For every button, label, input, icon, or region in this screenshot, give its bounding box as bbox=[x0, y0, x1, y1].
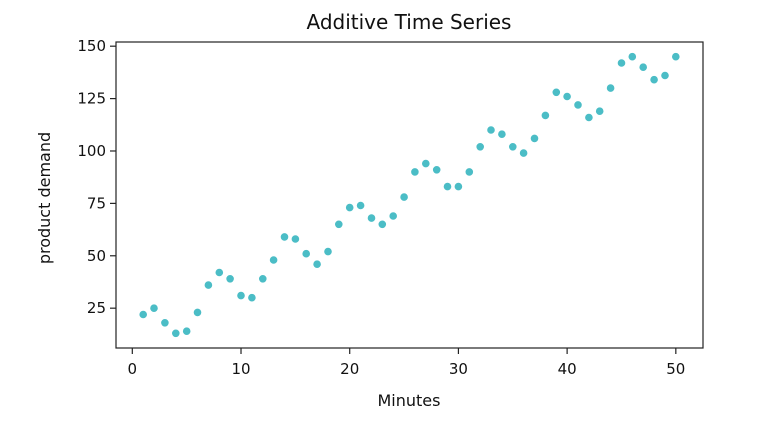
data-point bbox=[214, 267, 224, 278]
data-point bbox=[138, 309, 148, 320]
data-point bbox=[551, 87, 561, 97]
data-point bbox=[584, 112, 594, 123]
y-tick-label: 100 bbox=[77, 142, 106, 160]
x-tick-label: 30 bbox=[449, 360, 468, 378]
data-point bbox=[355, 200, 366, 211]
x-tick-label: 20 bbox=[340, 360, 359, 378]
data-point bbox=[421, 159, 431, 169]
data-point bbox=[529, 133, 540, 143]
data-point bbox=[616, 58, 627, 68]
data-point bbox=[432, 165, 442, 175]
data-point bbox=[497, 129, 507, 139]
data-point bbox=[182, 326, 192, 336]
data-point bbox=[334, 219, 344, 229]
data-point bbox=[518, 148, 529, 158]
data-point bbox=[453, 182, 463, 192]
data-point bbox=[540, 110, 551, 121]
data-point bbox=[236, 290, 246, 301]
data-point bbox=[649, 75, 659, 85]
x-tick-label: 0 bbox=[128, 360, 138, 378]
data-points bbox=[138, 52, 681, 338]
data-point bbox=[605, 83, 616, 93]
data-point bbox=[486, 125, 496, 135]
data-point bbox=[388, 211, 398, 221]
data-point bbox=[247, 293, 257, 303]
data-point bbox=[192, 307, 203, 317]
data-point bbox=[442, 182, 453, 192]
y-axis: 25 50 75 100 125 150 bbox=[77, 37, 116, 317]
data-point bbox=[203, 280, 213, 290]
data-point bbox=[366, 213, 377, 223]
data-point bbox=[399, 192, 409, 202]
data-point bbox=[258, 274, 268, 284]
data-point bbox=[345, 203, 355, 213]
y-axis-label: product demand bbox=[35, 132, 54, 264]
data-point bbox=[660, 70, 670, 81]
x-axis: 0 10 20 30 40 50 bbox=[128, 348, 685, 378]
data-point bbox=[279, 232, 290, 242]
y-tick-label: 150 bbox=[77, 37, 106, 55]
x-tick-label: 10 bbox=[231, 360, 250, 378]
x-axis-label: Minutes bbox=[378, 391, 441, 410]
data-point bbox=[268, 255, 279, 265]
data-point bbox=[410, 167, 420, 177]
data-point bbox=[562, 91, 572, 102]
data-point bbox=[638, 62, 648, 72]
data-point bbox=[171, 328, 181, 338]
data-point bbox=[290, 234, 300, 244]
y-tick-label: 25 bbox=[87, 299, 106, 317]
data-point bbox=[627, 52, 637, 62]
data-point bbox=[508, 142, 518, 152]
data-point bbox=[475, 142, 485, 152]
data-point bbox=[301, 249, 311, 259]
data-point bbox=[671, 52, 681, 62]
data-point bbox=[149, 303, 159, 313]
x-tick-label: 40 bbox=[558, 360, 577, 378]
data-point bbox=[323, 247, 333, 257]
y-tick-label: 50 bbox=[87, 247, 106, 265]
data-point bbox=[573, 100, 583, 110]
data-point bbox=[464, 167, 474, 177]
plot-frame bbox=[115, 41, 704, 349]
data-point bbox=[160, 318, 170, 328]
data-point bbox=[377, 219, 387, 229]
data-point bbox=[595, 106, 605, 116]
y-tick-label: 75 bbox=[87, 194, 106, 212]
y-tick-label: 125 bbox=[77, 90, 106, 108]
data-point bbox=[225, 274, 235, 284]
data-point bbox=[312, 259, 322, 269]
chart-title: Additive Time Series bbox=[307, 10, 512, 34]
x-tick-label: 50 bbox=[666, 360, 685, 378]
